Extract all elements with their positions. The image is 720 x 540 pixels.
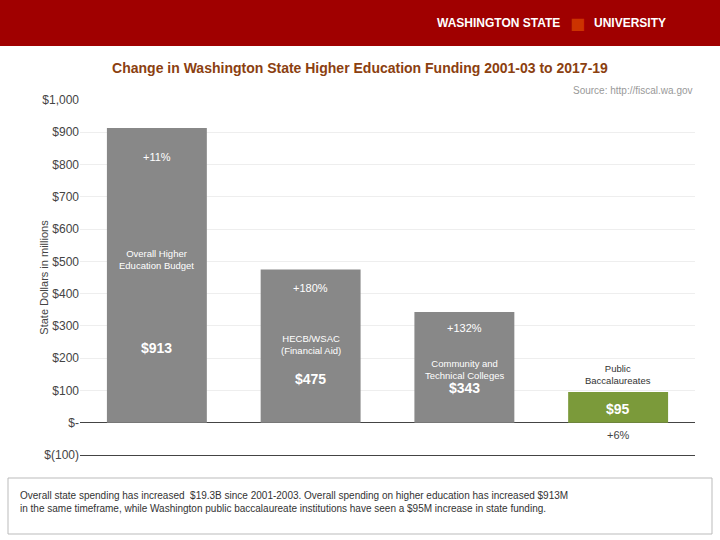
svg-text:Community andTechnical College: Community andTechnical Colleges [425,358,504,381]
svg-text:+132%: +132% [447,322,482,334]
svg-text:$-: $- [68,416,79,430]
svg-text:Overall HigherEducation Budget: Overall HigherEducation Budget [119,248,194,271]
svg-text:■: ■ [570,14,585,33]
svg-text:+11%: +11% [143,151,171,163]
svg-text:PublicBaccalaureates: PublicBaccalaureates [585,363,651,386]
svg-text:$900: $900 [52,125,79,139]
svg-text:$95: $95 [606,401,630,417]
svg-text:$(100): $(100) [44,448,79,462]
svg-text:$800: $800 [52,158,79,172]
svg-text:$500: $500 [52,255,79,269]
svg-text:$200: $200 [52,351,79,365]
svg-text:UNIVERSITY: UNIVERSITY [594,16,666,30]
svg-text:$700: $700 [52,190,79,204]
svg-text:$343: $343 [449,380,480,396]
svg-text:$913: $913 [141,340,172,356]
svg-text:$600: $600 [52,222,79,236]
svg-text:$100: $100 [52,384,79,398]
svg-text:Change in Washington State Hig: Change in Washington State Higher Educat… [112,60,608,76]
svg-text:Overall state spending has inc: Overall state spending has increased $19… [20,490,568,514]
svg-text:Source: http://fiscal.wa.gov: Source: http://fiscal.wa.gov [573,85,693,96]
svg-text:+180%: +180% [293,282,328,294]
svg-text:HECB/WSAC(Financial Aid): HECB/WSAC(Financial Aid) [281,333,341,356]
svg-text:$475: $475 [295,371,326,387]
svg-text:$1,000: $1,000 [42,93,79,107]
svg-text:+6%: +6% [607,429,630,441]
svg-text:$400: $400 [52,287,79,301]
svg-text:State Dollars in millions: State Dollars in millions [38,220,50,335]
svg-text:$300: $300 [52,319,79,333]
svg-text:WASHINGTON STATE: WASHINGTON STATE [437,16,560,30]
